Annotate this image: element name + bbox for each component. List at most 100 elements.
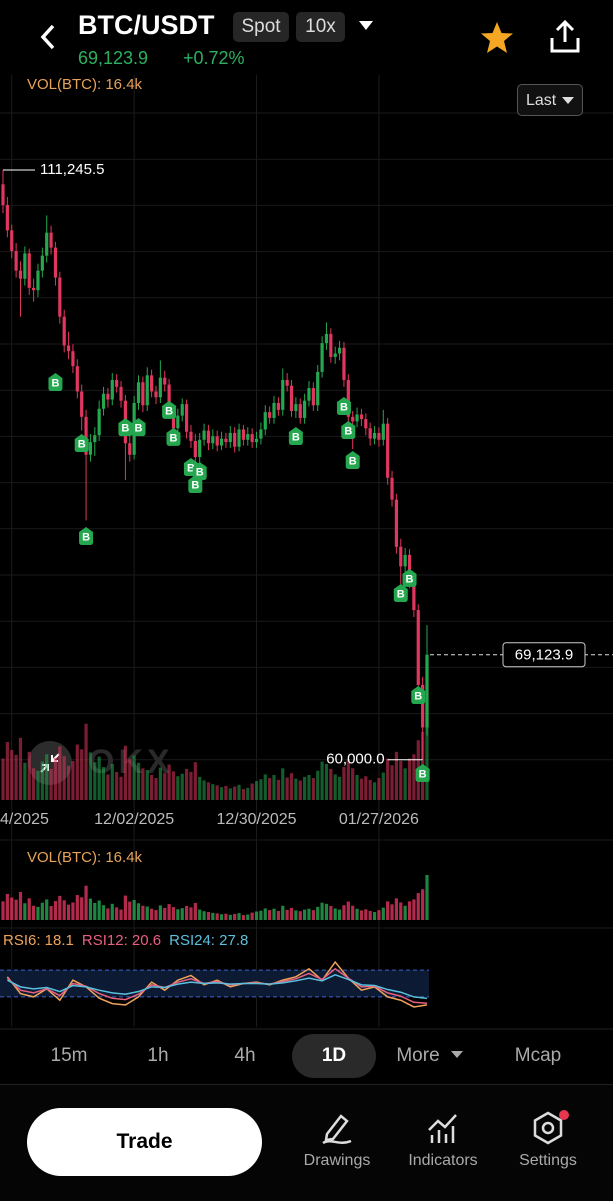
- candle-body: [320, 343, 324, 372]
- x-tick-label: 12/30/2025: [216, 811, 296, 828]
- settings-button[interactable]: Settings: [493, 1110, 603, 1170]
- volume-pane-bar: [53, 901, 58, 920]
- volume-bar: [337, 776, 342, 800]
- volume-bar: [141, 768, 145, 800]
- volume-bar: [329, 768, 333, 800]
- indicators-icon: [428, 1114, 457, 1143]
- volume-pane-bar: [150, 908, 154, 920]
- tool-label: Settings: [519, 1152, 577, 1169]
- candle-body: [254, 438, 259, 443]
- volume-bar: [45, 754, 49, 800]
- timeframe-tab[interactable]: More: [396, 1045, 440, 1066]
- candle-body: [250, 434, 254, 443]
- buy-marker: [79, 527, 94, 546]
- price-type-button[interactable]: Last: [517, 84, 583, 116]
- indicators-button[interactable]: Indicators: [388, 1110, 498, 1170]
- drawings-button[interactable]: Drawings: [282, 1110, 392, 1170]
- buy-marker-label: B: [191, 479, 199, 491]
- candle-body: [412, 581, 416, 611]
- volume-bar: [368, 779, 372, 800]
- volume-bar: [84, 723, 88, 800]
- volume-bar: [241, 789, 246, 800]
- buy-marker: [402, 568, 417, 587]
- volume-pane-bar: [119, 909, 123, 920]
- volume-pane-bar: [399, 902, 403, 920]
- market-badge[interactable]: Spot: [233, 12, 289, 42]
- volume-pane-bar: [346, 901, 350, 920]
- volume-pane-bar: [289, 907, 294, 920]
- candle-body: [407, 554, 412, 582]
- volume-pane-bar: [268, 910, 272, 920]
- volume-pane-bar: [66, 904, 71, 920]
- trade-button[interactable]: Trade: [27, 1108, 262, 1176]
- volume-bar: [381, 772, 385, 800]
- timeframe-tab[interactable]: Mcap: [514, 1045, 562, 1066]
- candle-body: [237, 429, 241, 447]
- volume-bar: [71, 760, 75, 800]
- volume-pane-bar: [351, 905, 355, 920]
- candle-body: [259, 429, 263, 439]
- volume-pane-bar: [219, 914, 224, 920]
- buy-marker: [393, 583, 408, 602]
- candle-body: [233, 432, 237, 447]
- symbol[interactable]: BTC/USDT: [78, 10, 215, 40]
- candle-body: [31, 287, 36, 291]
- last-price-box: [502, 642, 586, 668]
- candle-body: [171, 412, 176, 429]
- symbol-dropdown[interactable]: [357, 18, 375, 37]
- volume-pane-bar: [180, 908, 184, 920]
- back-icon: [40, 24, 55, 50]
- volume-bar: [386, 758, 390, 800]
- volume-pane-bar: [36, 906, 40, 920]
- volume-bar: [27, 751, 31, 800]
- volume-bar: [228, 788, 232, 800]
- volume-bar: [14, 754, 18, 800]
- candle-body: [202, 430, 206, 440]
- volume-bar: [176, 776, 180, 800]
- volume-pane-bar: [106, 908, 110, 920]
- back-button[interactable]: [36, 22, 60, 57]
- volume-bar: [18, 737, 23, 800]
- buy-marker: [288, 427, 303, 446]
- volume-bar: [75, 744, 79, 800]
- favorite-button[interactable]: [479, 20, 515, 61]
- volume-pane-bar: [5, 893, 9, 920]
- volume-pane-bar: [377, 910, 381, 920]
- candle-body: [298, 404, 302, 418]
- volume-pane-bar: [316, 906, 320, 920]
- volume-bar: [1, 758, 5, 800]
- volume-bar: [53, 757, 58, 800]
- volume-pane-bar: [101, 905, 106, 920]
- candle-body: [71, 351, 75, 367]
- timeframe-tab[interactable]: 1h: [147, 1045, 169, 1066]
- volume-pane-bar: [88, 898, 93, 920]
- timeframe-tab[interactable]: 4h: [234, 1045, 256, 1066]
- price-change: +0.72%: [183, 48, 245, 68]
- volume-pane-bar: [390, 904, 394, 920]
- timeframe-tab[interactable]: 15m: [50, 1045, 88, 1066]
- settings-icon: [533, 1110, 569, 1145]
- volume-pane-bar: [206, 912, 211, 920]
- candle-body: [355, 414, 359, 422]
- buy-marker-label: B: [135, 423, 143, 435]
- volume-pane-bar: [141, 905, 145, 920]
- candle-body: [215, 436, 219, 446]
- candle-body: [119, 386, 123, 401]
- volume-bar: [154, 778, 158, 800]
- timeframe-tab-active[interactable]: 1D: [292, 1034, 376, 1078]
- volume-bar: [272, 775, 276, 800]
- volume-bar: [355, 775, 359, 800]
- leverage-badge[interactable]: 10x: [296, 12, 345, 42]
- volume-bar: [184, 768, 189, 800]
- rsi-legend: RSI12: 20.6: [82, 932, 161, 949]
- candle-body: [80, 391, 84, 417]
- volume-pane-bar: [421, 889, 425, 920]
- candle-body: [176, 415, 180, 429]
- candle-body: [18, 270, 23, 279]
- volume-pane-bar: [163, 907, 167, 920]
- share-button[interactable]: [547, 18, 583, 61]
- candle-body: [62, 316, 66, 346]
- volume-pane-bar: [425, 875, 429, 920]
- candle-body: [180, 404, 184, 416]
